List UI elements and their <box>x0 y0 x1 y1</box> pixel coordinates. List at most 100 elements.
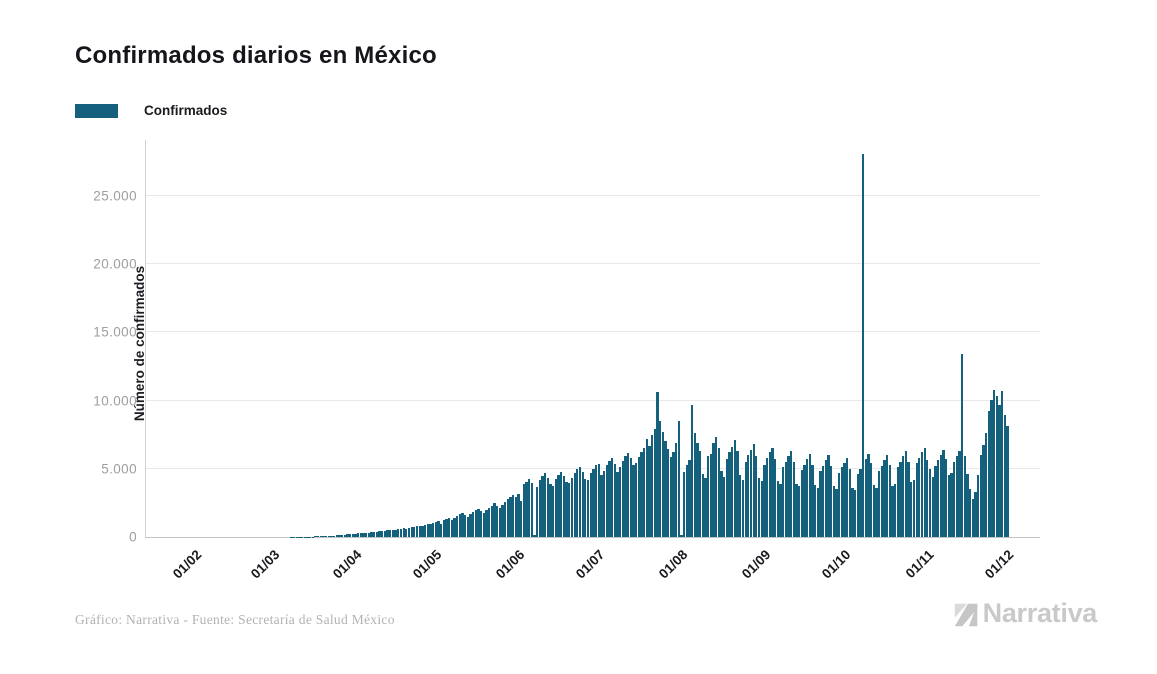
bar[interactable] <box>944 459 948 537</box>
bar[interactable] <box>378 531 381 537</box>
bar[interactable] <box>840 467 843 537</box>
bar[interactable] <box>490 505 493 537</box>
bar[interactable] <box>966 474 969 537</box>
bar[interactable] <box>731 446 734 537</box>
bar[interactable] <box>383 530 387 537</box>
bar[interactable] <box>744 461 747 537</box>
bar[interactable] <box>586 480 590 537</box>
bar[interactable] <box>699 450 702 537</box>
bar[interactable] <box>541 476 544 537</box>
bar[interactable] <box>792 461 795 537</box>
bar[interactable] <box>554 478 558 537</box>
bar[interactable] <box>752 444 755 537</box>
bar[interactable] <box>560 472 563 537</box>
bar[interactable] <box>915 463 918 537</box>
bar[interactable] <box>846 457 849 537</box>
bar[interactable] <box>661 431 664 537</box>
bar[interactable] <box>659 421 662 537</box>
bar[interactable] <box>808 453 811 537</box>
bar[interactable] <box>787 456 790 537</box>
bar[interactable] <box>616 472 619 537</box>
bar[interactable] <box>982 445 985 537</box>
bar[interactable] <box>749 449 753 537</box>
bar[interactable] <box>851 487 854 537</box>
bar[interactable] <box>319 536 322 537</box>
bar[interactable] <box>723 476 726 537</box>
bar[interactable] <box>405 528 408 537</box>
bar[interactable] <box>445 518 448 537</box>
bar[interactable] <box>538 480 542 537</box>
bar[interactable] <box>533 535 536 537</box>
bar[interactable] <box>824 460 827 537</box>
bar[interactable] <box>488 507 491 537</box>
bar[interactable] <box>530 482 534 537</box>
bar[interactable] <box>733 440 737 537</box>
bar[interactable] <box>984 433 988 537</box>
bar[interactable] <box>485 509 488 537</box>
bar[interactable] <box>963 456 966 537</box>
bar[interactable] <box>773 459 777 537</box>
bar[interactable] <box>771 448 774 537</box>
bar[interactable] <box>386 530 389 537</box>
bar[interactable] <box>463 515 467 537</box>
bar[interactable] <box>664 441 667 537</box>
bar[interactable] <box>907 461 910 537</box>
bar[interactable] <box>974 491 977 537</box>
bar[interactable] <box>864 459 868 537</box>
bar[interactable] <box>592 469 595 537</box>
bar[interactable] <box>568 482 571 537</box>
bar[interactable] <box>333 535 336 537</box>
bar[interactable] <box>394 529 397 537</box>
bar[interactable] <box>517 493 520 537</box>
bar[interactable] <box>693 433 697 537</box>
bar[interactable] <box>979 455 982 537</box>
bar[interactable] <box>739 475 742 537</box>
bar[interactable] <box>926 460 929 537</box>
bar[interactable] <box>650 434 654 537</box>
bar[interactable] <box>789 450 793 537</box>
bar[interactable] <box>493 503 496 537</box>
bar[interactable] <box>712 442 715 537</box>
bar[interactable] <box>346 534 349 537</box>
bar[interactable] <box>423 525 427 537</box>
bar[interactable] <box>1001 390 1004 537</box>
bar[interactable] <box>891 486 894 537</box>
bar[interactable] <box>381 531 384 537</box>
bar[interactable] <box>482 512 485 537</box>
bar[interactable] <box>768 452 771 537</box>
bar[interactable] <box>675 443 678 537</box>
bar[interactable] <box>317 536 320 537</box>
bar[interactable] <box>338 535 341 537</box>
bar[interactable] <box>407 528 411 537</box>
bar[interactable] <box>618 466 622 537</box>
bar[interactable] <box>469 513 472 537</box>
bar[interactable] <box>536 487 539 537</box>
bar[interactable] <box>375 531 379 537</box>
bar[interactable] <box>504 502 507 537</box>
bar[interactable] <box>642 447 646 537</box>
bar[interactable] <box>648 446 651 537</box>
bar[interactable] <box>835 489 838 537</box>
bar[interactable] <box>862 153 865 537</box>
bar[interactable] <box>821 465 825 537</box>
bar[interactable] <box>899 461 902 537</box>
bar[interactable] <box>811 464 814 537</box>
bar[interactable] <box>888 464 892 537</box>
bar[interactable] <box>415 525 419 537</box>
bar[interactable] <box>325 536 328 537</box>
bar[interactable] <box>827 455 830 537</box>
bar[interactable] <box>458 514 461 537</box>
bar[interactable] <box>720 471 723 537</box>
bar[interactable] <box>950 472 953 537</box>
bar[interactable] <box>765 457 769 537</box>
bar[interactable] <box>477 508 480 537</box>
bar[interactable] <box>707 456 710 537</box>
bar[interactable] <box>776 480 779 537</box>
bar[interactable] <box>715 437 718 537</box>
bar[interactable] <box>461 513 464 537</box>
bar[interactable] <box>496 506 499 537</box>
bar[interactable] <box>552 485 555 537</box>
bar[interactable] <box>728 452 731 537</box>
bar[interactable] <box>373 531 376 537</box>
bar[interactable] <box>354 533 357 537</box>
